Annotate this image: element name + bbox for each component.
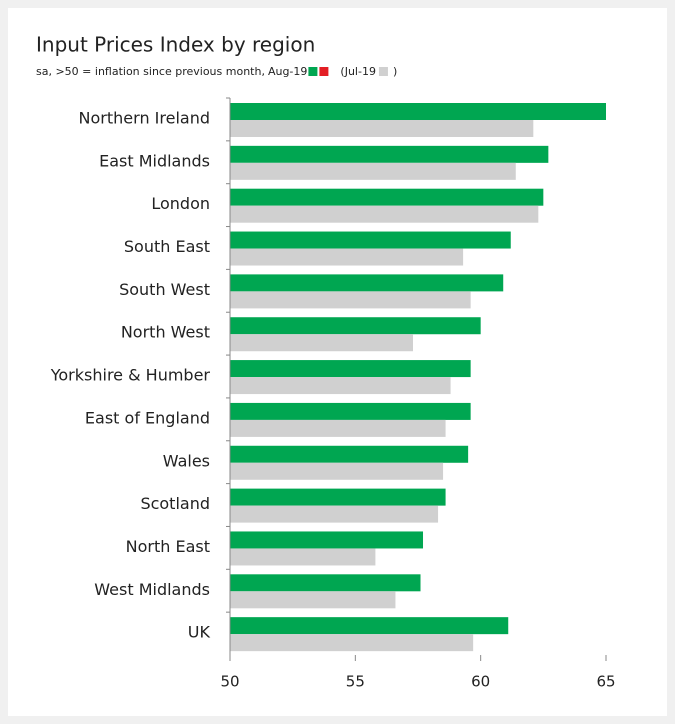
x-tick-label: 55 [346, 673, 365, 691]
legend-swatch [308, 67, 318, 76]
bar [230, 360, 471, 378]
bar [230, 120, 534, 137]
y-tick-label: London [151, 194, 210, 213]
bar [230, 274, 504, 292]
legend-label: Jul-19 [344, 65, 376, 78]
y-tick-label: North East [126, 537, 210, 556]
bar [230, 145, 549, 163]
x-tick-label: 65 [596, 673, 615, 691]
bar [230, 402, 471, 420]
bar [230, 505, 439, 523]
y-tick-label: East of England [85, 408, 210, 427]
bar [230, 291, 471, 309]
y-tick-label: Northern Ireland [79, 109, 210, 128]
bar [230, 231, 511, 249]
chart-subtitle: sa, >50 = inflation since previous month… [36, 65, 265, 78]
x-tick-label: 60 [471, 673, 490, 691]
y-tick-label: Wales [163, 451, 210, 470]
y-tick-label: South West [119, 280, 210, 299]
legend-swatch-red [319, 67, 329, 76]
chart-title: Input Prices Index by region [36, 33, 315, 57]
bar [230, 617, 509, 635]
bar [230, 162, 516, 180]
legend-open: ( [340, 65, 344, 78]
legend-close: ) [393, 65, 397, 78]
bar [230, 634, 474, 652]
bar [230, 334, 413, 352]
bar [230, 548, 376, 566]
bar [230, 591, 396, 609]
bar [230, 419, 446, 437]
legend-label: Aug-19 [268, 65, 307, 78]
legend: sa, >50 = inflation since previous month… [36, 65, 397, 78]
bar [230, 188, 544, 206]
bar [230, 103, 606, 120]
bar [230, 377, 451, 395]
y-tick-label: East Midlands [99, 151, 210, 170]
y-tick-label: West Midlands [94, 580, 210, 599]
bar [230, 445, 469, 463]
y-tick-label: Scotland [140, 494, 210, 513]
bar [230, 488, 446, 506]
bar [230, 462, 444, 480]
bar [230, 248, 464, 266]
x-tick-label: 50 [220, 673, 239, 691]
y-tick-label: UK [188, 623, 211, 642]
bar [230, 317, 481, 335]
y-tick-label: North West [121, 323, 210, 342]
y-tick-label: Yorkshire & Humber [50, 366, 211, 385]
bar [230, 205, 539, 223]
bar [230, 574, 421, 592]
y-tick-label: South East [124, 237, 210, 256]
bar [230, 531, 424, 549]
legend-swatch [378, 67, 388, 76]
